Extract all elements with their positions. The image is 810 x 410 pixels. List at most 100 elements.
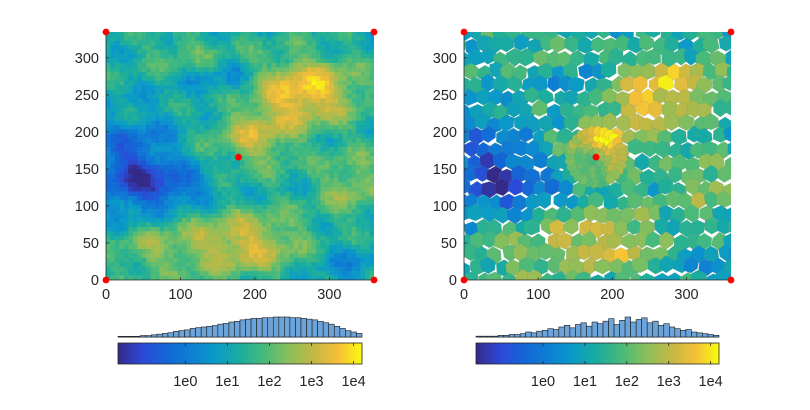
heatmap-cell (128, 80, 134, 86)
histogram-bar (306, 318, 313, 338)
heatmap-cell (141, 36, 147, 42)
heatmap-cell (195, 125, 201, 130)
heatmap-cell (262, 191, 268, 197)
voronoi-cell (614, 8, 630, 25)
heatmap-cell (195, 187, 201, 192)
heatmap-cell (146, 182, 151, 188)
heatmap-cell (248, 40, 254, 46)
heatmap-cell (146, 85, 151, 90)
heatmap-cell (293, 107, 299, 113)
voronoi-cell (486, 11, 502, 27)
heatmap-cell (360, 218, 366, 223)
heatmap-cell (168, 213, 174, 219)
heatmap-cell (150, 142, 156, 148)
heatmap-cell (141, 54, 147, 59)
heatmap-cell (356, 249, 361, 254)
heatmap-cell (137, 182, 143, 188)
heatmap-cell (128, 32, 134, 37)
heatmap-cell (119, 120, 125, 126)
heatmap-cell (248, 102, 254, 108)
voronoi-cell (518, 47, 534, 67)
heatmap-cell (231, 63, 236, 68)
heatmap-cell (324, 102, 330, 108)
heatmap-cell (266, 67, 272, 73)
heatmap-cell (347, 63, 352, 68)
heatmap-cell (284, 200, 290, 206)
heatmap-cell (342, 71, 348, 77)
heatmap-cell (253, 120, 259, 126)
heatmap-cell (307, 213, 312, 219)
heatmap-cell (333, 147, 339, 152)
heatmap-cell (369, 222, 374, 228)
heatmap-cell (329, 32, 335, 37)
heatmap-cell (351, 32, 357, 37)
marker-point (235, 153, 242, 161)
heatmap-cell (315, 58, 321, 64)
heatmap-cell (137, 36, 143, 42)
heatmap-cell (284, 231, 290, 237)
heatmap-cell (119, 249, 125, 254)
heatmap-cell (262, 49, 268, 55)
heatmap-cell (226, 262, 232, 268)
heatmap-cell (324, 80, 330, 86)
heatmap-cell (195, 49, 201, 55)
heatmap-cell (262, 125, 268, 130)
heatmap-cell (128, 231, 134, 237)
heatmap-cell (248, 231, 254, 237)
heatmap-cell (106, 80, 111, 86)
heatmap-cell (110, 63, 116, 68)
heatmap-cell (360, 151, 366, 157)
heatmap-cell (222, 275, 227, 280)
heatmap-cell (365, 116, 370, 121)
heatmap-cell (266, 173, 272, 179)
heatmap-cell (240, 213, 245, 219)
heatmap-cell (289, 76, 294, 82)
heatmap-cell (365, 94, 370, 99)
heatmap-cell (280, 54, 285, 59)
voronoi-cell (595, 32, 612, 39)
heatmap-cell (369, 257, 374, 263)
heatmap-cell (360, 32, 366, 37)
heatmap-cell (315, 125, 321, 130)
heatmap-cell (231, 195, 236, 201)
heatmap-cell (342, 213, 348, 219)
heatmap-cell (159, 204, 165, 210)
heatmap-cell (253, 151, 259, 157)
heatmap-cell (253, 147, 259, 152)
heatmap-cell (146, 200, 151, 206)
heatmap-cell (177, 49, 183, 55)
heatmap-cell (213, 173, 218, 179)
histogram-bar (211, 325, 219, 338)
heatmap-cell (293, 213, 299, 219)
heatmap-cell (311, 142, 317, 148)
heatmap-cell (240, 133, 245, 139)
heatmap-cell (186, 36, 192, 42)
heatmap-cell (222, 204, 227, 210)
histogram-bar (696, 332, 703, 338)
heatmap-cell (240, 266, 245, 272)
heatmap-cell (213, 235, 218, 241)
heatmap-cell (311, 231, 317, 237)
heatmap-cell (262, 178, 268, 183)
heatmap-cell (360, 271, 366, 276)
heatmap-cell (302, 156, 308, 161)
heatmap-cell (199, 187, 205, 192)
heatmap-cell (356, 63, 361, 68)
heatmap-cell (351, 40, 357, 46)
heatmap-cell (155, 231, 160, 237)
heatmap-cell (275, 169, 281, 175)
heatmap-cell (106, 120, 111, 126)
heatmap-cell (315, 40, 321, 46)
heatmap-cell (298, 226, 303, 232)
heatmap-cell (190, 147, 196, 152)
heatmap-cell (356, 36, 361, 42)
heatmap-cell (275, 107, 281, 113)
heatmap-cell (132, 178, 138, 183)
heatmap-cell (289, 235, 294, 241)
heatmap-cell (293, 169, 299, 175)
heatmap-cell (235, 49, 241, 55)
heatmap-cell (244, 80, 250, 86)
heatmap-cell (284, 49, 290, 55)
heatmap-cell (128, 133, 134, 139)
heatmap-cell (132, 32, 138, 37)
